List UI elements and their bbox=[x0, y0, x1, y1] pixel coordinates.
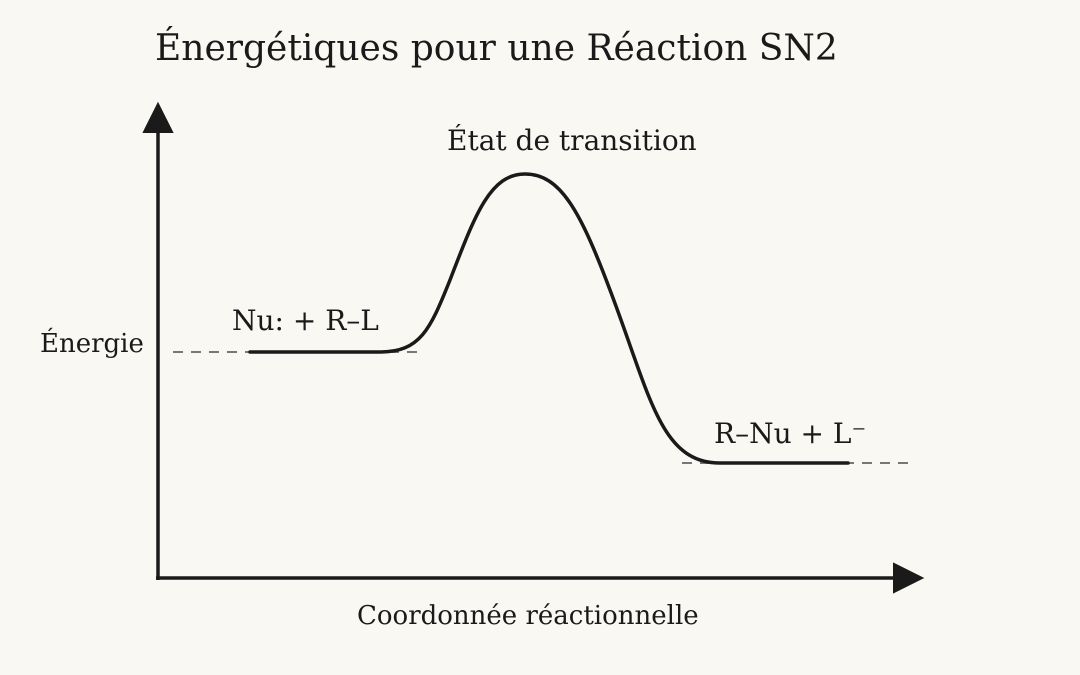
transition-state-label: État de transition bbox=[447, 124, 697, 157]
reactants-label: Nu: + R–L bbox=[232, 304, 379, 337]
energy-curve bbox=[248, 172, 850, 465]
diagram-title: Énergétiques pour une Réaction SN2 bbox=[155, 27, 838, 69]
products-label: R–Nu + L⁻ bbox=[714, 417, 866, 450]
y-axis-label: Énergie bbox=[40, 327, 144, 359]
x-axis-label: Coordonnée réactionnelle bbox=[357, 601, 699, 631]
